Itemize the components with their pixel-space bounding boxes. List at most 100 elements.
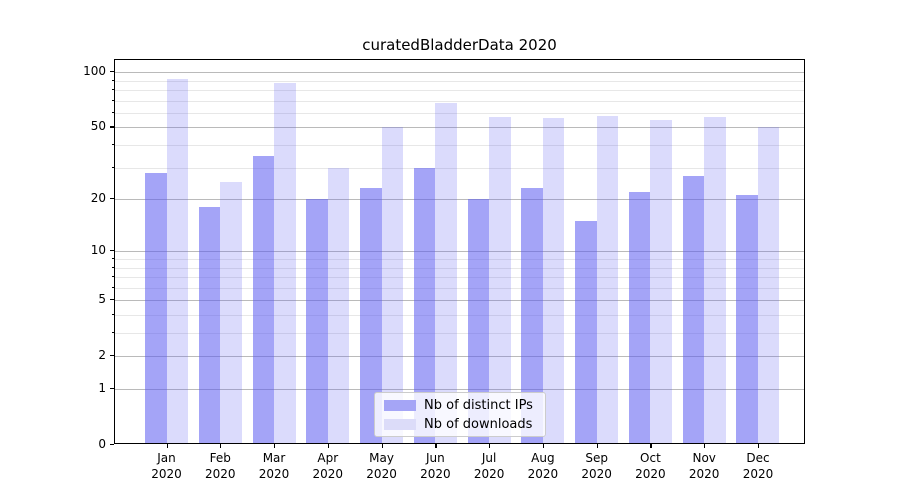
y-tick	[110, 250, 114, 252]
x-tick	[435, 444, 437, 448]
x-tick-label: Aug 2020	[527, 451, 559, 481]
bar-distinct-ips	[252, 155, 275, 443]
y-tick	[110, 71, 114, 73]
y-minor-tick	[111, 89, 114, 91]
x-tick	[381, 444, 383, 448]
x-tick-label: May 2020	[366, 451, 397, 481]
x-tick	[489, 444, 491, 448]
y-minor-tick	[111, 266, 114, 268]
y-tick	[110, 355, 114, 357]
legend-swatch-icon	[384, 400, 416, 411]
gridline-minor	[115, 90, 804, 92]
legend-item: Nb of distinct IPs	[375, 396, 545, 415]
y-tick-label: 5	[98, 292, 106, 307]
x-tick-label: Nov 2020	[688, 451, 720, 481]
bar-downloads	[381, 127, 404, 443]
gridline-minor	[115, 333, 804, 335]
gridline-minor	[115, 267, 804, 269]
x-tick	[274, 444, 276, 448]
bar-downloads	[435, 102, 457, 443]
y-tick	[110, 299, 114, 301]
y-minor-tick	[111, 258, 114, 260]
bar-downloads	[596, 115, 619, 443]
x-tick-label: Jan 2020	[151, 451, 182, 481]
x-tick-label: Mar 2020	[258, 451, 290, 481]
y-tick	[110, 444, 114, 446]
y-tick-label: 100	[83, 64, 106, 79]
plot-area	[114, 59, 805, 444]
y-minor-tick	[111, 144, 114, 146]
bar-distinct-ips	[736, 195, 758, 443]
bar-distinct-ips	[306, 199, 328, 443]
chart-title: curatedBladderData 2020	[362, 36, 557, 54]
gridline-minor	[115, 100, 804, 102]
bar-distinct-ips	[198, 207, 221, 443]
y-minor-tick	[111, 99, 114, 101]
gridline-minor	[115, 145, 804, 147]
gridline-minor	[115, 80, 804, 82]
x-tick-label: Sep 2020	[581, 451, 612, 481]
x-tick	[704, 444, 706, 448]
x-tick	[542, 444, 545, 448]
y-minor-tick	[111, 313, 114, 316]
bar-distinct-ips	[145, 173, 167, 443]
x-tick-label: Dec 2020	[742, 451, 774, 481]
y-tick-label: 0	[98, 437, 106, 451]
y-minor-tick	[111, 111, 114, 114]
legend-label: Nb of distinct IPs	[424, 398, 533, 413]
gridline-minor	[115, 277, 804, 279]
gridline-major	[115, 356, 804, 358]
y-tick-label: 50	[90, 119, 106, 134]
bar-distinct-ips	[682, 175, 705, 443]
y-tick-label: 1	[98, 381, 106, 395]
x-tick	[757, 444, 760, 448]
legend-swatch-icon	[384, 419, 416, 430]
bar-distinct-ips	[521, 188, 543, 443]
y-tick-label: 20	[90, 191, 106, 206]
gridline-major	[115, 199, 804, 201]
x-tick	[220, 444, 222, 448]
y-minor-tick	[111, 332, 114, 334]
x-tick	[166, 444, 168, 448]
x-tick-label: Apr 2020	[312, 451, 344, 481]
gridline-minor	[115, 112, 804, 114]
gridline-major	[115, 72, 804, 74]
legend-label: Nb of downloads	[424, 417, 533, 432]
bar-distinct-ips	[628, 191, 651, 443]
legend-item: Nb of downloads	[375, 415, 545, 434]
gridline-major	[115, 127, 804, 129]
bar-downloads	[489, 117, 511, 443]
bar-downloads	[166, 78, 188, 443]
bar-distinct-ips	[467, 199, 490, 443]
y-minor-tick	[111, 79, 114, 81]
y-minor-tick	[111, 166, 114, 168]
y-tick-label: 2	[98, 348, 106, 363]
gridline-major	[115, 389, 804, 390]
x-tick-label: Feb 2020	[204, 451, 236, 481]
x-tick-label: Oct 2020	[635, 451, 666, 481]
bar-distinct-ips	[575, 221, 597, 443]
bar-distinct-ips	[360, 188, 382, 443]
y-minor-tick	[111, 276, 114, 278]
bar-downloads	[327, 167, 350, 443]
gridline-minor	[115, 314, 804, 316]
x-tick	[596, 444, 598, 448]
y-tick	[110, 388, 114, 390]
gridline-minor	[115, 287, 804, 289]
bar-downloads	[220, 181, 242, 443]
bar-downloads	[542, 118, 565, 443]
gridline-minor	[115, 259, 804, 260]
x-tick-label: Jul 2020	[473, 451, 505, 481]
gridline-major	[115, 251, 804, 253]
x-tick-label: Jun 2020	[420, 451, 451, 481]
gridline-minor	[115, 167, 804, 169]
gridline-major	[115, 300, 804, 302]
y-tick	[110, 126, 114, 128]
y-tick	[110, 198, 114, 200]
legend: Nb of distinct IPs Nb of downloads	[374, 392, 546, 437]
bar-distinct-ips	[413, 167, 436, 443]
y-tick-label: 10	[90, 243, 106, 258]
x-tick	[650, 444, 652, 448]
bar-downloads	[274, 83, 296, 443]
